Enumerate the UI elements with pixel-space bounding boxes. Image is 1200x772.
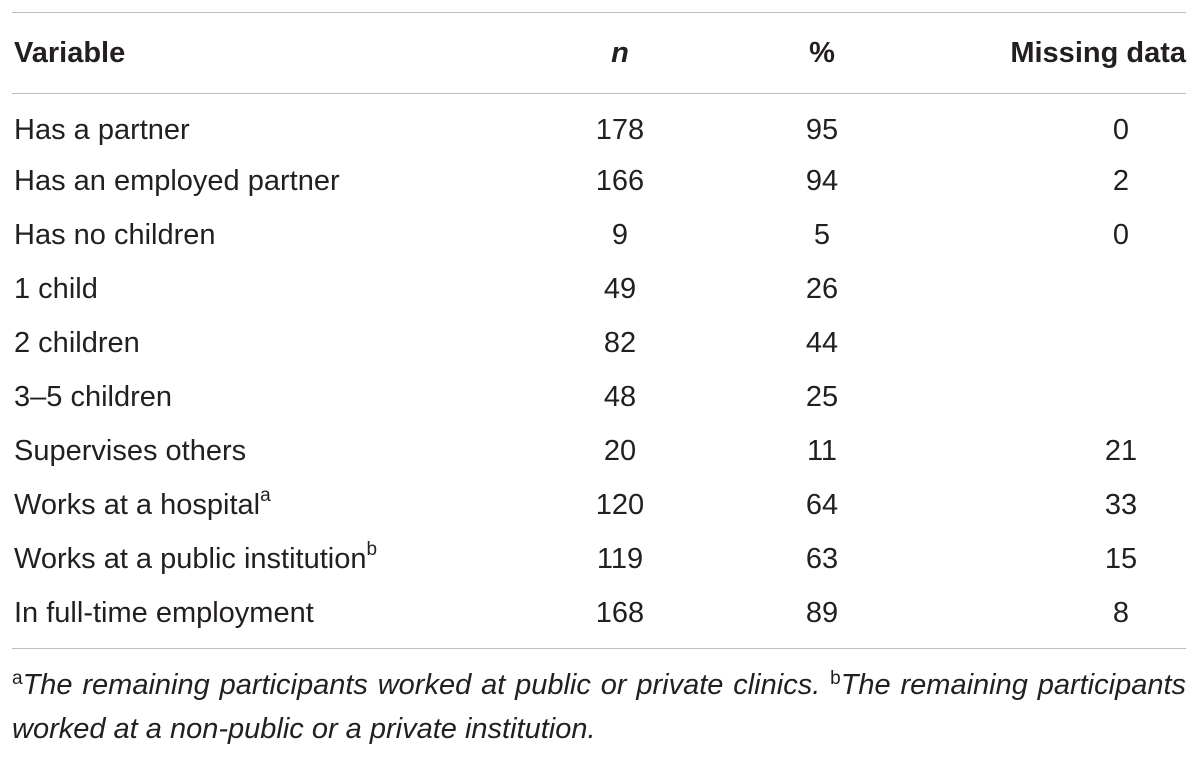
variable-label: Supervises others (14, 434, 247, 467)
cell-percent: 44 (805, 326, 839, 359)
table-row: Has no children 9 5 0 (12, 208, 1186, 262)
cell-variable: Has no children (12, 208, 502, 262)
cell-percent: 64 (805, 488, 839, 521)
cell-n: 82 (603, 326, 637, 359)
cell-percent: 89 (805, 596, 839, 629)
header-n: n (611, 36, 629, 69)
table-row: Has an employed partner 166 94 2 (12, 154, 1186, 208)
header-percent: % (809, 36, 835, 69)
header-rule (12, 93, 1186, 94)
table-row: 2 children 82 44 (12, 316, 1186, 370)
cell-n: 119 (596, 542, 644, 575)
cell-variable: 1 child (12, 262, 502, 316)
cell-variable: 3–5 children (12, 370, 502, 424)
cell-missing-data: 15 (1104, 542, 1138, 575)
variable-label: Has an employed partner (14, 164, 340, 197)
cell-missing-data: 21 (1104, 434, 1138, 467)
cell-variable: Has a partner (12, 94, 502, 154)
variable-label: Has a partner (14, 113, 190, 146)
top-rule (12, 12, 1186, 13)
variable-label: Works at a public institution (14, 542, 367, 575)
table-container: Variable n % Missing data Has a partner 1… (12, 12, 1186, 751)
table-row: In full-time employment 168 89 8 (12, 586, 1186, 648)
cell-n: 48 (603, 380, 637, 413)
variable-label: 2 children (14, 326, 140, 359)
cell-missing-data: 8 (1112, 596, 1130, 629)
footnote-b-mark: b (830, 668, 841, 689)
table-row: Supervises others 20 11 21 (12, 424, 1186, 478)
table-body: Has a partner 178 95 0 Has an employed partn… (12, 94, 1186, 648)
cell-variable: Has an employed partner (12, 154, 502, 208)
table-row: 1 child 49 26 (12, 262, 1186, 316)
footnote-b-text: The remaining participants worked at a n… (12, 669, 1187, 745)
cell-n: 166 (595, 164, 645, 197)
cell-variable: Works at a hospitala (12, 478, 502, 532)
cell-n: 120 (595, 488, 645, 521)
cell-variable: Supervises others (12, 424, 502, 478)
header-variable: Variable (14, 36, 126, 69)
table-row: Works at a hospitala 120 64 33 (12, 478, 1186, 532)
cell-percent: 63 (805, 542, 839, 575)
variable-label: 3–5 children (14, 380, 172, 413)
cell-variable: 2 children (12, 316, 502, 370)
cell-percent: 11 (806, 434, 838, 467)
header-row: Variable n % Missing data (12, 13, 1186, 93)
cell-missing-data: 0 (1112, 113, 1130, 146)
table-row: 3–5 children 48 25 (12, 370, 1186, 424)
cell-n: 9 (611, 218, 629, 251)
cell-percent: 95 (805, 113, 839, 146)
cell-percent: 26 (805, 272, 839, 305)
table-footnotes: aThe remaining participants worked at pu… (12, 663, 1186, 751)
variable-label: 1 child (14, 272, 98, 305)
variable-label: In full-time employment (14, 596, 314, 629)
cell-missing-data (906, 316, 1186, 370)
footnote-marker: b (366, 538, 378, 560)
cell-missing-data: 0 (1112, 218, 1130, 251)
bottom-rule (12, 648, 1186, 649)
table-row: Works at a public institutionb 119 63 15 (12, 532, 1186, 586)
data-table-body: Has a partner 178 95 0 Has an employed partn… (12, 94, 1186, 648)
variable-label: Works at a hospital (14, 488, 261, 521)
cell-n: 168 (595, 596, 645, 629)
cell-missing-data: 2 (1112, 164, 1130, 197)
cell-percent: 25 (805, 380, 839, 413)
cell-variable: Works at a public institutionb (12, 532, 502, 586)
cell-missing-data: 33 (1104, 488, 1138, 521)
footnote-marker: a (260, 484, 271, 506)
cell-missing-data (906, 370, 1186, 424)
cell-percent: 5 (813, 218, 831, 251)
cell-variable: In full-time employment (12, 586, 502, 648)
footnote-a-text: The remaining participants worked at pub… (22, 669, 821, 701)
cell-n: 49 (603, 272, 637, 305)
data-table: Variable n % Missing data (12, 13, 1186, 93)
cell-n: 178 (595, 113, 645, 146)
header-missing-data: Missing data (1010, 36, 1186, 69)
table-row: Has a partner 178 95 0 (12, 94, 1186, 154)
cell-missing-data (906, 262, 1186, 316)
cell-n: 20 (603, 434, 637, 467)
cell-percent: 94 (805, 164, 839, 197)
variable-label: Has no children (14, 218, 216, 251)
footnote-a-mark: a (12, 668, 23, 689)
table-header: Variable n % Missing data (12, 13, 1186, 93)
